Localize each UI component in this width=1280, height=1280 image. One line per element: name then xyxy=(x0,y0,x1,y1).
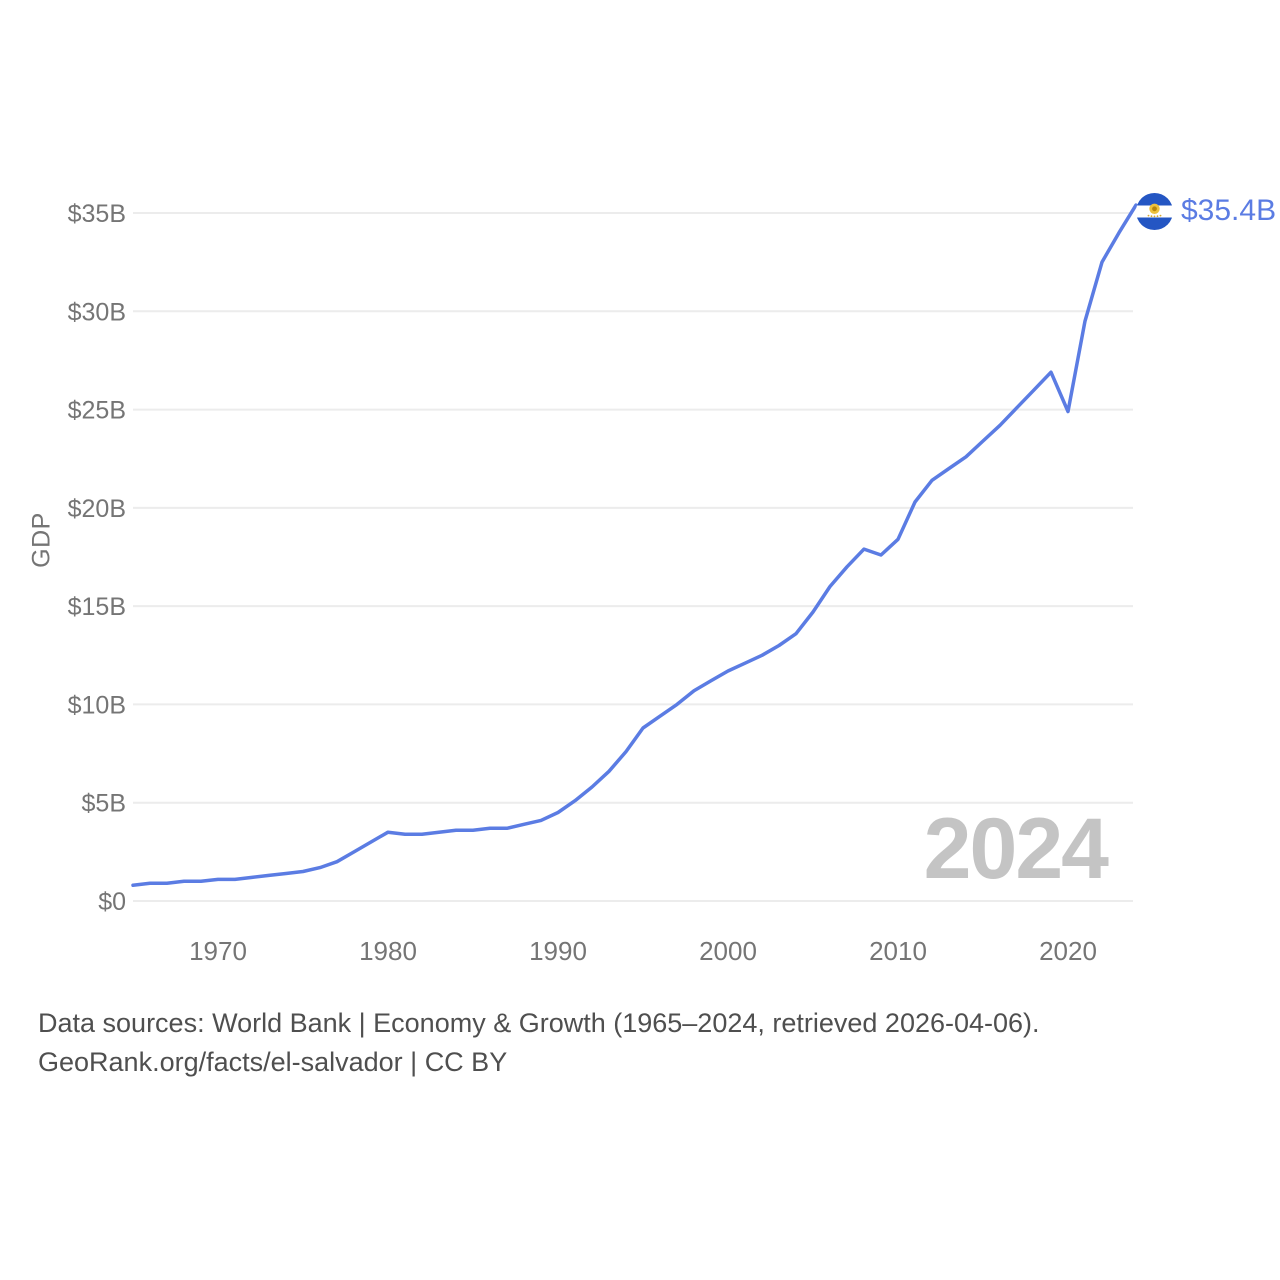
source-attribution: Data sources: World Bank | Economy & Gro… xyxy=(38,1004,1040,1082)
latest-value-callout: $35.4B xyxy=(1136,192,1276,230)
source-line: Data sources: World Bank | Economy & Gro… xyxy=(38,1008,1040,1038)
y-tick-label: $10B xyxy=(68,691,126,719)
x-tick-label: 1990 xyxy=(529,936,587,966)
y-tick-label: $15B xyxy=(68,593,126,621)
y-tick-label: $35B xyxy=(68,200,126,228)
gdp-line xyxy=(131,203,1138,888)
y-tick-label: $20B xyxy=(68,495,126,523)
y-axis-title: GDP xyxy=(27,512,56,568)
y-tick-label: $0 xyxy=(98,888,126,916)
x-tick-label: 1970 xyxy=(189,936,247,966)
watermark-year: 2024 xyxy=(923,801,1109,897)
x-tick-label: 2010 xyxy=(869,936,927,966)
x-tick-label: 2000 xyxy=(699,936,757,966)
y-tick-label: $25B xyxy=(68,397,126,425)
y-tick-label: $30B xyxy=(68,298,126,326)
latest-value-label: $35.4B xyxy=(1181,194,1277,227)
x-tick-label: 1980 xyxy=(359,936,417,966)
x-tick-label: 2020 xyxy=(1039,936,1097,966)
source-link-line: GeoRank.org/facts/el-salvador | CC BY xyxy=(38,1047,508,1077)
y-tick-label: $5B xyxy=(82,790,126,818)
el-salvador-flag-icon xyxy=(1136,192,1173,230)
